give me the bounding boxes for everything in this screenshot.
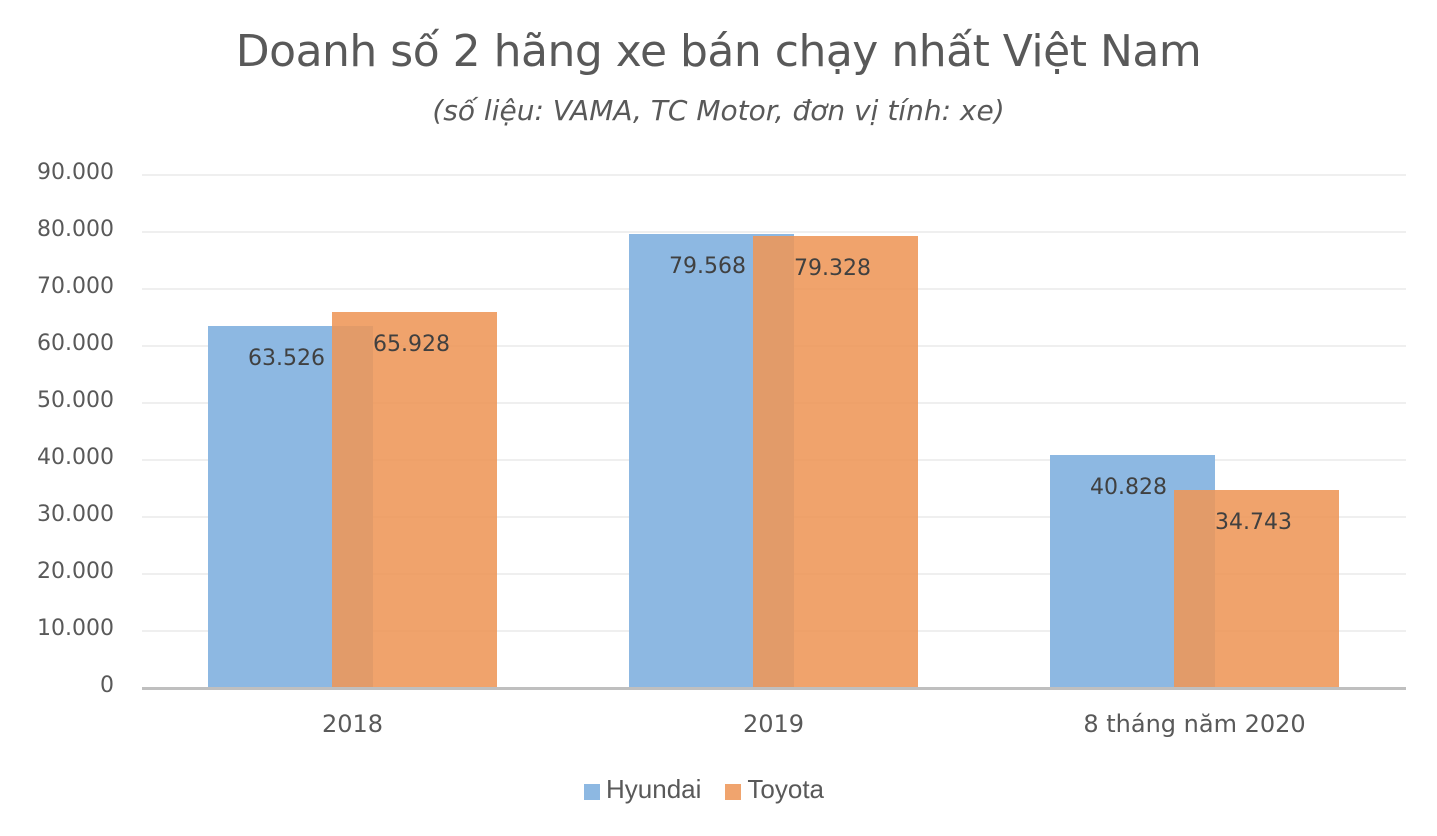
y-tick-label: 10.000 [37, 616, 114, 641]
data-label-hyundai: 63.526 [248, 345, 325, 371]
bar-toyota [332, 312, 497, 688]
data-label-toyota: 79.328 [794, 255, 871, 281]
legend-item-hyundai: Hyundai [584, 774, 701, 805]
data-label-toyota: 65.928 [373, 332, 450, 358]
data-label-hyundai: 40.828 [1090, 475, 1167, 501]
y-tick-label: 80.000 [37, 217, 114, 242]
chart-title: Doanh số 2 hãng xe bán chạy nhất Việt Na… [235, 26, 1202, 77]
legend-swatch-hyundai [584, 783, 600, 800]
x-tick-label: 8 tháng năm 2020 [1083, 710, 1306, 738]
y-tick-label: 0 [100, 673, 114, 698]
y-tick-label: 40.000 [37, 445, 114, 470]
data-label-toyota: 34.743 [1215, 509, 1292, 535]
legend-label: Toyota [747, 774, 825, 804]
x-tick-label: 2019 [742, 710, 805, 738]
gridline [142, 174, 1406, 176]
x-axis-line [142, 687, 1406, 690]
x-tick-label: 2018 [321, 710, 384, 738]
y-tick-label: 60.000 [37, 331, 114, 356]
y-tick-label: 20.000 [37, 559, 114, 584]
legend-item-toyota: Toyota [725, 774, 824, 805]
y-tick-label: 30.000 [37, 502, 114, 527]
y-tick-label: 90.000 [37, 160, 114, 185]
legend-swatch-toyota [725, 783, 742, 800]
legend: Hyundai Toyota [584, 774, 848, 805]
legend-label: Hyundai [606, 774, 702, 804]
data-label-hyundai: 79.568 [669, 254, 746, 280]
bar-toyota [1174, 489, 1339, 688]
y-tick-label: 50.000 [37, 388, 114, 413]
y-tick-label: 70.000 [37, 274, 114, 299]
bar-toyota [753, 235, 918, 688]
gridline [142, 231, 1406, 233]
chart-subtitle: (số liệu: VAMA, TC Motor, đơn vị tính: x… [432, 94, 1005, 127]
